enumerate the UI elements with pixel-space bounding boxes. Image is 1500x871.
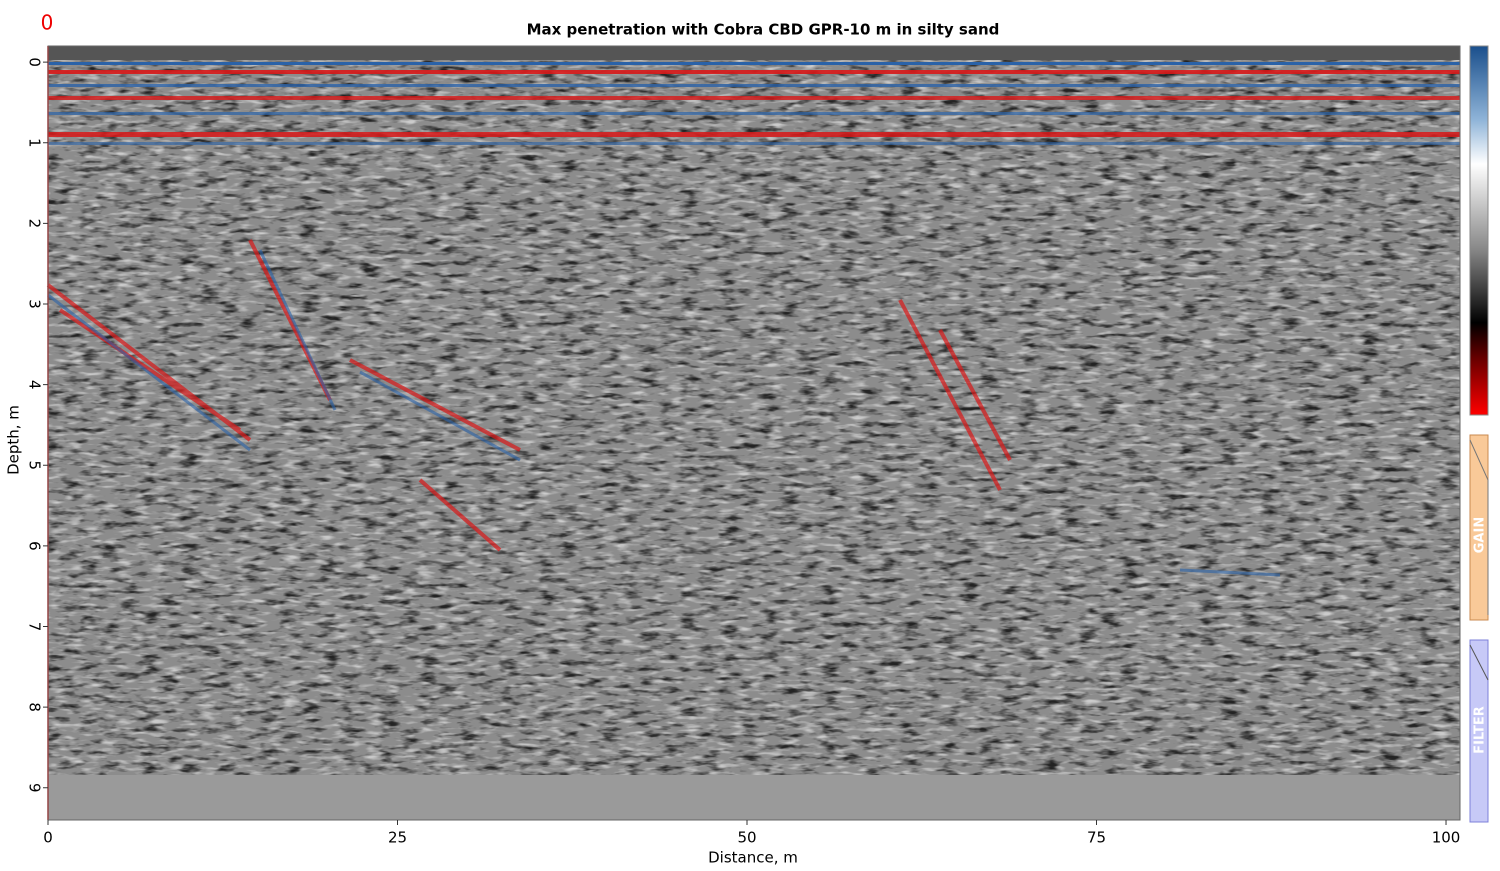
y-tick-label: 6 <box>26 541 44 551</box>
y-tick-label: 7 <box>26 622 44 632</box>
plot-frame <box>47 45 1461 821</box>
x-tick-label: 100 <box>1432 829 1461 847</box>
y-tick-label: 4 <box>26 380 44 390</box>
y-tick-label: 0 <box>26 57 44 67</box>
x-axis-label: Distance, m <box>708 849 798 867</box>
x-tick-label: 0 <box>43 829 53 847</box>
x-tick-label: 25 <box>388 829 407 847</box>
y-tick-label: 1 <box>26 138 44 148</box>
panel-label: GAIN <box>1473 517 1488 553</box>
position-marker: 0 <box>41 11 54 35</box>
colorbar <box>1469 45 1489 416</box>
x-tick-label: 75 <box>1087 829 1106 847</box>
radargram-image <box>46 46 1460 820</box>
x-tick-label: 50 <box>737 829 756 847</box>
chart-title: Max penetration with Cobra CBD GPR-10 m … <box>527 21 1000 39</box>
panel-label: FILTER <box>1473 706 1488 754</box>
y-tick-label: 8 <box>26 702 44 712</box>
y-tick-label: 3 <box>26 299 44 309</box>
gain-panel[interactable]: GAIN <box>1469 434 1489 621</box>
y-tick-label: 2 <box>26 219 44 229</box>
y-tick-label: 5 <box>26 460 44 470</box>
y-axis-label: Depth, m <box>5 405 23 475</box>
y-tick-label: 9 <box>26 783 44 793</box>
filter-panel[interactable]: FILTER <box>1469 639 1489 823</box>
